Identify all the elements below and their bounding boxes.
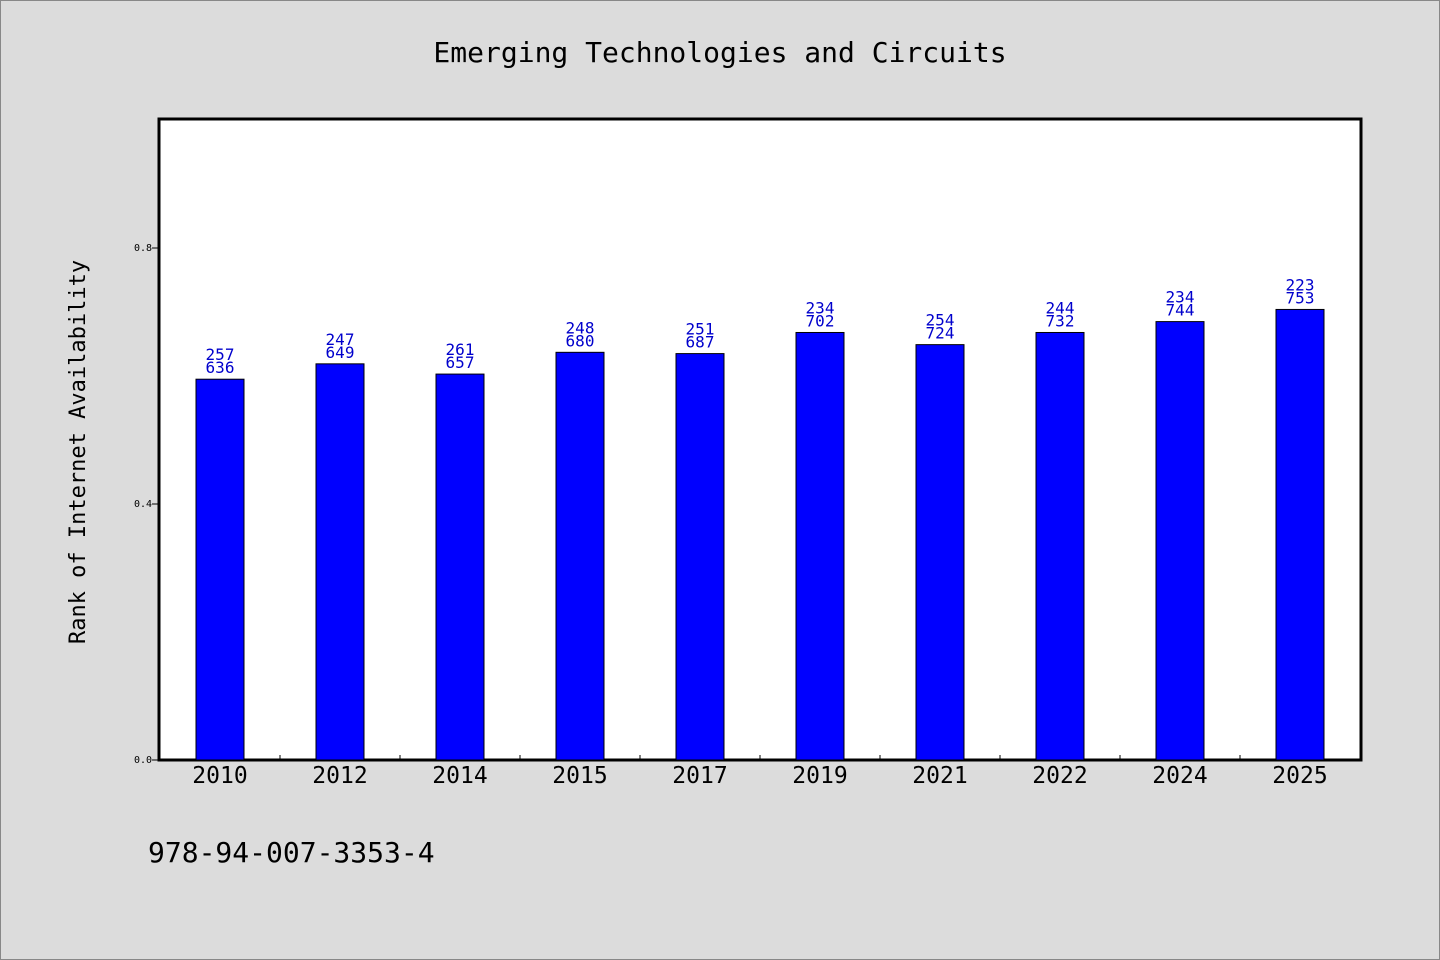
- bar-2012: [315, 363, 365, 761]
- chart-title: Emerging Technologies and Circuits: [433, 36, 1006, 69]
- data-label-top: 254: [926, 311, 955, 330]
- y-tick-label: 0.8: [134, 243, 152, 254]
- data-label-top: 257: [206, 345, 235, 364]
- x-tick-label: 2010: [192, 763, 247, 789]
- data-label-bottom: 744: [1166, 301, 1195, 320]
- data-label-bottom: 649: [326, 343, 355, 362]
- data-label-top: 244: [1046, 298, 1075, 317]
- data-label-top: 247: [326, 330, 355, 349]
- data-label-top: 251: [686, 320, 715, 339]
- y-tick-label: 0.4: [134, 499, 152, 510]
- data-label-bottom: 702: [806, 311, 835, 330]
- x-tick-label: 2021: [912, 763, 967, 789]
- data-label-bottom: 732: [1046, 311, 1075, 330]
- data-label-top: 261: [446, 340, 475, 359]
- y-tick-label: 0.0: [134, 755, 152, 766]
- bar-2025: [1275, 308, 1325, 761]
- x-tick-label: 2022: [1032, 763, 1087, 789]
- data-label-bottom: 724: [926, 324, 955, 343]
- data-label-bottom: 687: [686, 333, 715, 352]
- data-label-top: 234: [1166, 288, 1195, 307]
- y-axis-label: Rank of Internet Availability: [66, 260, 91, 644]
- x-tick-label: 2017: [672, 763, 727, 789]
- data-label-top: 248: [566, 318, 595, 337]
- x-tick-label: 2015: [552, 763, 607, 789]
- bar-2015: [555, 351, 605, 761]
- bar-2019: [795, 331, 845, 761]
- x-tick-label: 2024: [1152, 763, 1207, 789]
- data-label-bottom: 753: [1286, 288, 1315, 307]
- bar-2017: [675, 353, 725, 761]
- data-label-bottom: 680: [566, 331, 595, 350]
- bars-group: [195, 308, 1325, 761]
- data-label-top: 223: [1286, 275, 1315, 294]
- x-tick-label: 2019: [792, 763, 847, 789]
- bar-2010: [195, 378, 245, 761]
- data-label-bottom: 657: [446, 353, 475, 372]
- x-tick-label: 2014: [432, 763, 487, 789]
- data-label-top: 234: [806, 298, 835, 317]
- data-label-bottom: 636: [206, 358, 235, 377]
- bar-2022: [1035, 331, 1085, 761]
- x-tick-label: 2025: [1272, 763, 1327, 789]
- isbn-footer: 978-94-007-3353-4: [148, 836, 435, 869]
- bar-2014: [435, 373, 485, 761]
- x-tick-label: 2012: [312, 763, 367, 789]
- bar-2021: [915, 344, 965, 761]
- bar-2024: [1155, 321, 1205, 761]
- axis-ticks: 0.0 0.4 0.8: [134, 243, 1241, 766]
